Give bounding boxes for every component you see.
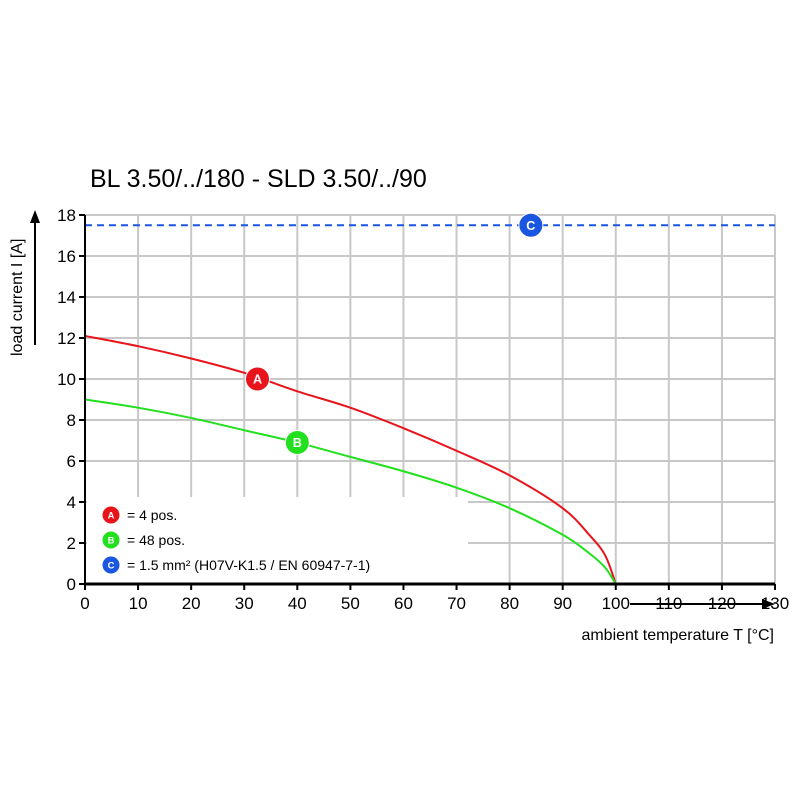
legend: A = 4 pos. B = 48 pos. C = 1.5 mm² (H07V-K1.5… [101, 505, 370, 575]
x-tick-label: 90 [553, 594, 572, 613]
x-tick-label: 50 [341, 594, 360, 613]
legend-text-a: = 4 pos. [127, 507, 177, 523]
x-tick-label: 80 [500, 594, 519, 613]
y-tick-label: 4 [67, 493, 76, 512]
legend-text-c: = 1.5 mm² (H07V-K1.5 / EN 60947-7-1) [127, 557, 370, 573]
legend-badge-c [101, 555, 121, 575]
legend-background [87, 497, 468, 583]
marker-b-label: B [293, 436, 302, 450]
y-tick-label: 2 [67, 534, 76, 553]
x-arrow-head [762, 599, 775, 609]
legend-badge-a [101, 505, 121, 525]
x-axis-label: ambient temperature T [°C] [581, 627, 774, 644]
x-tick-label: 100 [602, 594, 630, 613]
chart-title: BL 3.50/../180 - SLD 3.50/../90 [90, 165, 427, 193]
axes: 0 10 20 30 40 50 60 70 80 90 100 110 120 130024681012… [30, 206, 789, 613]
y-arrow-head [30, 210, 40, 223]
x-tick-label: 40 [288, 594, 307, 613]
y-axis-label: load current I [A] [9, 239, 26, 356]
series-line-a [84, 334, 617, 585]
y-tick-label: 6 [67, 452, 76, 471]
y-tick-label: 10 [57, 370, 76, 389]
y-tick-label: 14 [57, 288, 76, 307]
marker-a [245, 366, 270, 392]
legend-text-b: = 48 pos. [127, 532, 185, 548]
marker-a-label: A [253, 373, 262, 387]
marker-c [518, 212, 544, 238]
series-group: A B C [84, 212, 775, 585]
y-tick-label: 8 [67, 411, 76, 430]
y-tick-label: 18 [57, 206, 76, 225]
legend-badge-b-label: B [108, 535, 115, 546]
x-tick-label: 70 [447, 594, 466, 613]
x-tick-label: 0 [80, 594, 89, 613]
marker-c-label: C [526, 219, 535, 233]
series-line-b [84, 398, 617, 585]
x-tick-label: 130 [761, 594, 789, 613]
x-tick-label: 30 [235, 594, 254, 613]
y-tick-label: 12 [57, 329, 76, 348]
legend-badge-c-label: C [108, 560, 115, 571]
legend-badge-b [101, 530, 121, 550]
y-tick-label: 0 [67, 575, 76, 594]
y-tick-label: 16 [57, 247, 76, 266]
x-tick-label: 10 [129, 594, 148, 613]
x-tick-label: 20 [182, 594, 201, 613]
x-tick-label: 60 [394, 594, 413, 613]
legend-badge-a-label: A [108, 510, 115, 521]
marker-b [284, 430, 310, 456]
